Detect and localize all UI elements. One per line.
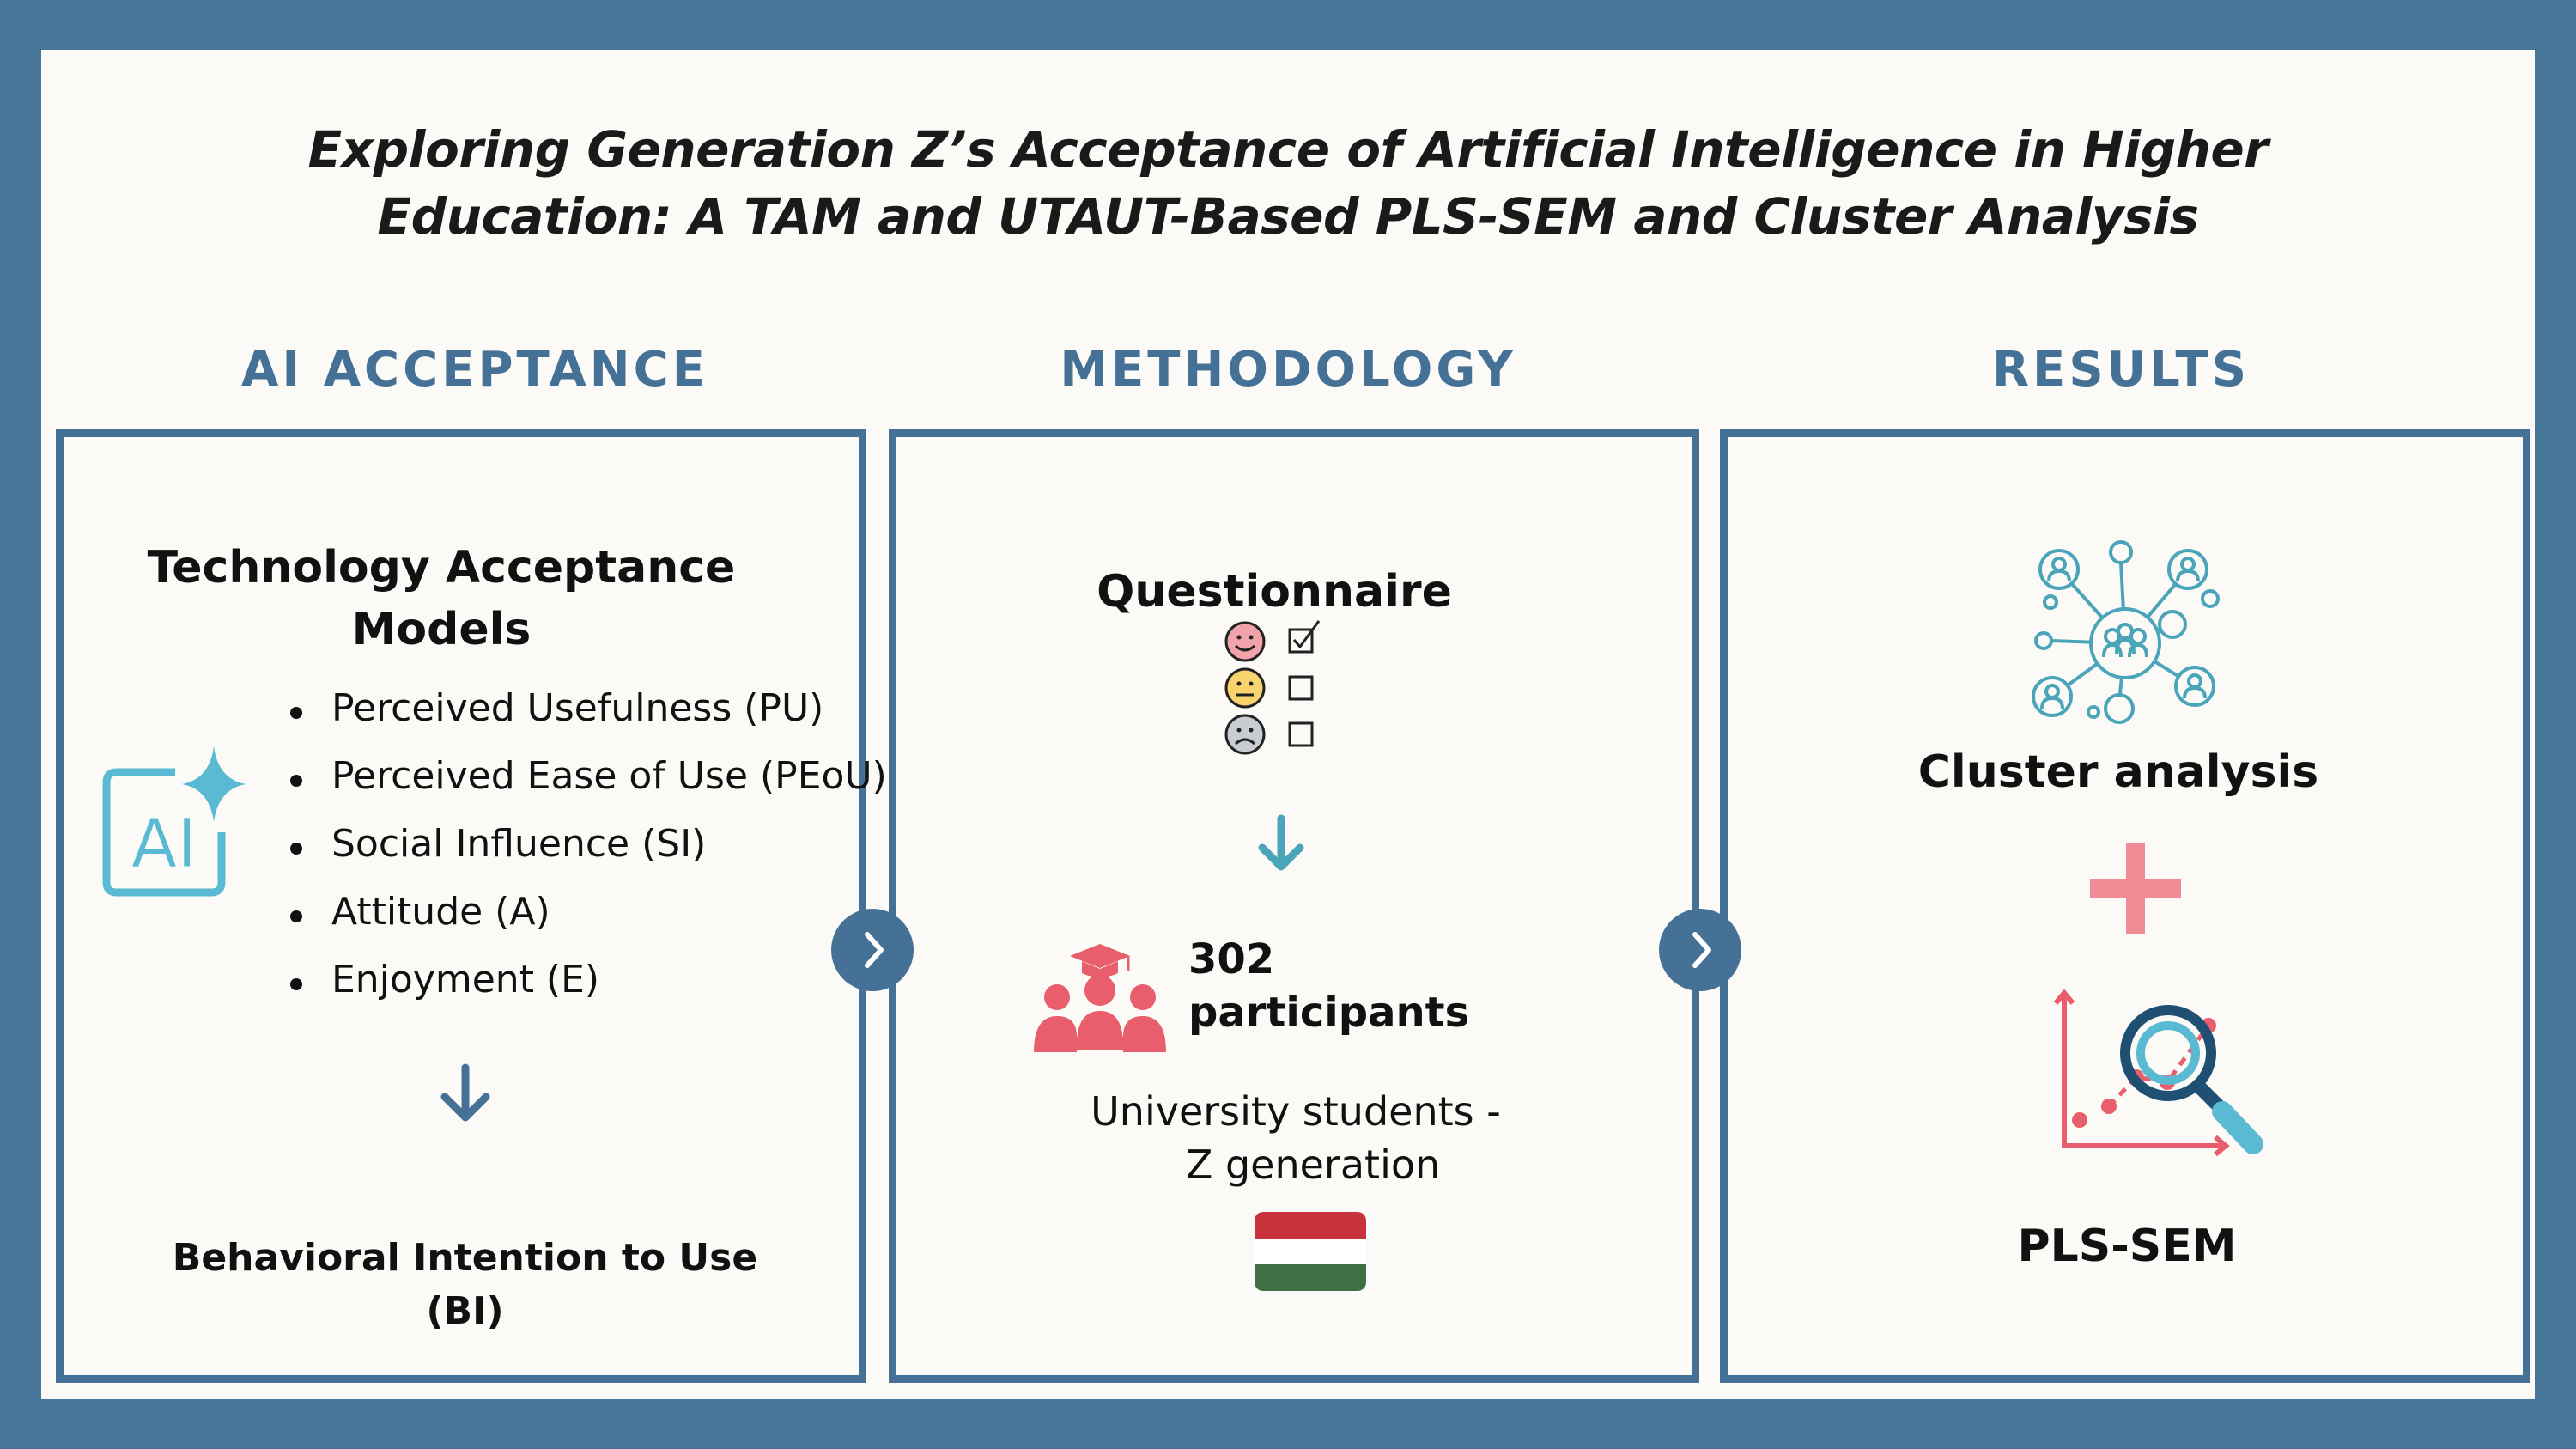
models-title-line-2: Models <box>351 604 532 655</box>
outcome-line-1: Behavioral Intention to Use <box>172 1236 758 1280</box>
plus-icon <box>2090 843 2181 934</box>
participants-label: participants <box>1188 989 1470 1037</box>
magnifier-chart-icon <box>2053 989 2263 1157</box>
panel-methodology: Questionnaire <box>889 429 1699 1383</box>
method-pls-sem: PLS-SEM <box>2017 1221 2237 1272</box>
chevron-right-icon <box>831 909 914 991</box>
factor-social-influence: Social Influence (SI) <box>290 822 887 890</box>
panel-results: Cluster analysis PLS-SEM <box>1720 429 2530 1383</box>
factor-attitude: Attitude (A) <box>290 890 887 958</box>
title-line-2: Education: A TAM and UTAUT-Based PLS-SEM… <box>377 187 2199 246</box>
network-cluster-icon <box>2032 540 2220 724</box>
hungary-flag-icon <box>1255 1212 1366 1291</box>
models-title-line-1: Technology Acceptance <box>147 542 736 594</box>
smiley-faces-checklist-icon <box>1224 620 1321 755</box>
factor-enjoyment: Enjoyment (E) <box>290 958 887 1026</box>
questionnaire-title: Questionnaire <box>1097 566 1452 618</box>
arrow-down-icon <box>440 1063 490 1122</box>
acceptance-factor-list: Perceived Usefulness (PU) Perceived Ease… <box>290 686 887 1026</box>
heading-methodology: METHODOLOGY <box>1060 342 1516 398</box>
ai-icon-label: AI <box>131 806 197 883</box>
outcome-line-2: (BI) <box>426 1289 504 1333</box>
student-group-icon <box>1034 944 1166 1052</box>
ai-sparkle-icon: AI <box>102 746 246 897</box>
chevron-right-icon <box>1659 909 1741 991</box>
infographic-canvas: Exploring Generation Z’s Acceptance of A… <box>41 50 2535 1399</box>
method-cluster-analysis: Cluster analysis <box>1917 746 2319 798</box>
heading-ai-acceptance: AI ACCEPTANCE <box>241 342 708 398</box>
arrow-down-icon <box>1258 814 1304 871</box>
sample-line-1: University students - <box>1091 1088 1501 1135</box>
panel-ai-acceptance: Technology Acceptance Models AI Perceive… <box>56 429 887 1383</box>
participants-count: 302 <box>1188 935 1275 983</box>
title-line-1: Exploring Generation Z’s Acceptance of A… <box>307 120 2269 179</box>
sample-line-2: Z generation <box>1185 1142 1441 1188</box>
factor-perceived-usefulness: Perceived Usefulness (PU) <box>290 686 887 754</box>
heading-results: RESULTS <box>1991 342 2251 398</box>
factor-perceived-ease-of-use: Perceived Ease of Use (PEoU) <box>290 754 887 822</box>
